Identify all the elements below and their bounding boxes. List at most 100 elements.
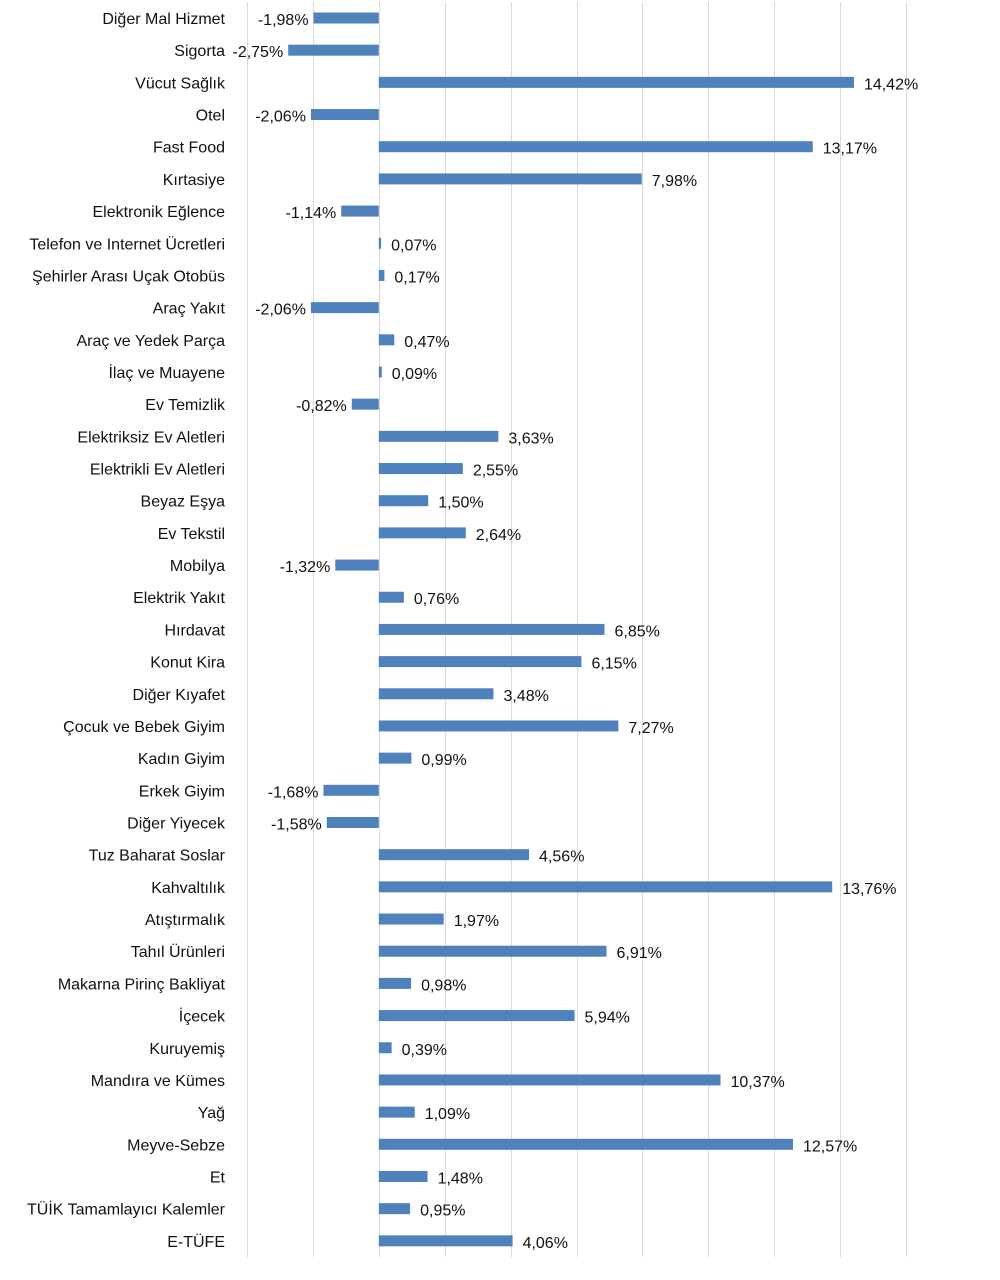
category-label: Et: [210, 1169, 226, 1186]
bar: [378, 76, 854, 88]
bar: [288, 44, 379, 56]
bar: [313, 12, 379, 24]
bar: [378, 977, 412, 989]
bar: [378, 591, 404, 603]
category-label: Erkek Giyim: [139, 783, 225, 800]
data-label: 0,17%: [394, 269, 439, 286]
bar: [323, 784, 379, 796]
category-label: Araç Yakıt: [153, 301, 226, 318]
bar: [378, 720, 619, 732]
bar: [310, 109, 379, 121]
data-label: -1,14%: [286, 205, 337, 222]
bar: [378, 269, 385, 281]
bar: [378, 656, 582, 668]
bar: [378, 623, 605, 635]
category-label: Ev Temizlik: [145, 397, 226, 414]
bar: [378, 1010, 575, 1022]
data-label: 4,06%: [523, 1235, 568, 1252]
data-label: 5,94%: [585, 1010, 630, 1027]
bar: [378, 527, 466, 539]
category-label: İçecek: [179, 1007, 226, 1026]
category-label: Meyve-Sebze: [127, 1137, 225, 1154]
category-label: Diğer Mal Hizmet: [102, 11, 225, 28]
bar: [378, 1106, 415, 1118]
bar: [378, 495, 429, 507]
data-label: 3,48%: [503, 688, 548, 705]
data-label: 7,98%: [652, 173, 697, 190]
bar: [378, 849, 530, 861]
data-label: 0,47%: [404, 334, 449, 351]
category-label: Kırtasiye: [163, 172, 225, 189]
category-label: Elektrik Yakıt: [133, 590, 225, 607]
category-label: Şehirler Arası Uçak Otobüs: [32, 268, 225, 285]
data-label: 13,17%: [823, 141, 877, 158]
bar: [378, 881, 833, 893]
bar: [378, 1203, 411, 1215]
bar: [341, 205, 379, 217]
data-label: 1,48%: [438, 1170, 483, 1187]
category-label: TÜİK Tamamlayıcı Kalemler: [27, 1200, 226, 1219]
category-label: Hırdavat: [165, 622, 226, 639]
data-label: -1,58%: [271, 817, 322, 834]
category-label: Konut Kira: [150, 655, 225, 672]
bar: [310, 302, 379, 314]
data-label: 2,64%: [476, 527, 521, 544]
data-label: 0,09%: [392, 366, 437, 383]
category-label: Kuruyemiş: [149, 1041, 225, 1058]
category-label: Atıştırmalık: [145, 912, 226, 929]
bar: [378, 1138, 793, 1150]
category-label: Telefon ve Internet Ücretleri: [29, 235, 225, 253]
data-label: 0,76%: [414, 591, 459, 608]
data-label: 4,56%: [539, 849, 584, 866]
category-label: Yağ: [198, 1105, 225, 1122]
category-label: Elektriksiz Ev Aletleri: [77, 429, 225, 446]
category-label: Mandıra ve Kümes: [91, 1073, 225, 1090]
bar: [378, 173, 642, 185]
category-label: Elektronik Eğlence: [92, 204, 225, 221]
category-label: Ev Tekstil: [158, 526, 225, 543]
category-label: Elektrikli Ev Aletleri: [90, 462, 225, 479]
data-label: -0,82%: [296, 398, 347, 415]
bars: [288, 12, 854, 1247]
bar: [326, 817, 379, 828]
bar: [378, 141, 813, 153]
category-label: Makarna Pirinç Bakliyat: [58, 976, 226, 993]
data-label: 0,07%: [391, 237, 436, 254]
bar: [351, 398, 379, 410]
data-label: 12,57%: [803, 1138, 857, 1155]
data-label: 6,91%: [616, 945, 661, 962]
data-label: 0,98%: [421, 977, 466, 994]
category-label: Fast Food: [153, 140, 225, 157]
category-label: İlaç ve Muayene: [108, 363, 225, 382]
data-label: 0,95%: [420, 1203, 465, 1220]
data-label: 7,27%: [628, 720, 673, 737]
bar: [335, 559, 379, 571]
data-label: 1,50%: [438, 495, 483, 512]
bar: [378, 334, 395, 346]
data-label: 0,39%: [402, 1042, 447, 1059]
category-label: Sigorta: [174, 43, 225, 60]
category-label: Mobilya: [170, 558, 225, 575]
category-label: Araç ve Yedek Parça: [76, 333, 225, 350]
data-label: 6,85%: [615, 623, 660, 640]
data-label: -2,06%: [255, 109, 306, 126]
data-labels: -1,98% -2,75% 14,42% -2,06% 13,17% 7,98% -1,14…: [232, 12, 918, 1252]
data-label: -1,98%: [258, 12, 309, 29]
bar: [378, 1074, 721, 1086]
category-label: Tuz Baharat Soslar: [89, 848, 226, 865]
category-labels: Diğer Mal Hizmet Sigorta Vücut Sağlık Otel F…: [27, 11, 226, 1251]
data-label: 6,15%: [591, 656, 636, 673]
data-label: 0,99%: [421, 752, 466, 769]
category-label: Kadın Giyim: [138, 751, 225, 768]
data-label: 2,55%: [473, 463, 518, 480]
bar: [378, 1170, 428, 1182]
bar: [378, 752, 412, 764]
category-label: Vücut Sağlık: [135, 75, 226, 92]
bar: [378, 1235, 513, 1247]
bar: [378, 463, 463, 475]
bar: [378, 1042, 392, 1054]
category-label: Diğer Yiyecek: [127, 816, 226, 833]
category-label: Diğer Kıyafet: [133, 687, 226, 704]
bar: [378, 688, 494, 700]
